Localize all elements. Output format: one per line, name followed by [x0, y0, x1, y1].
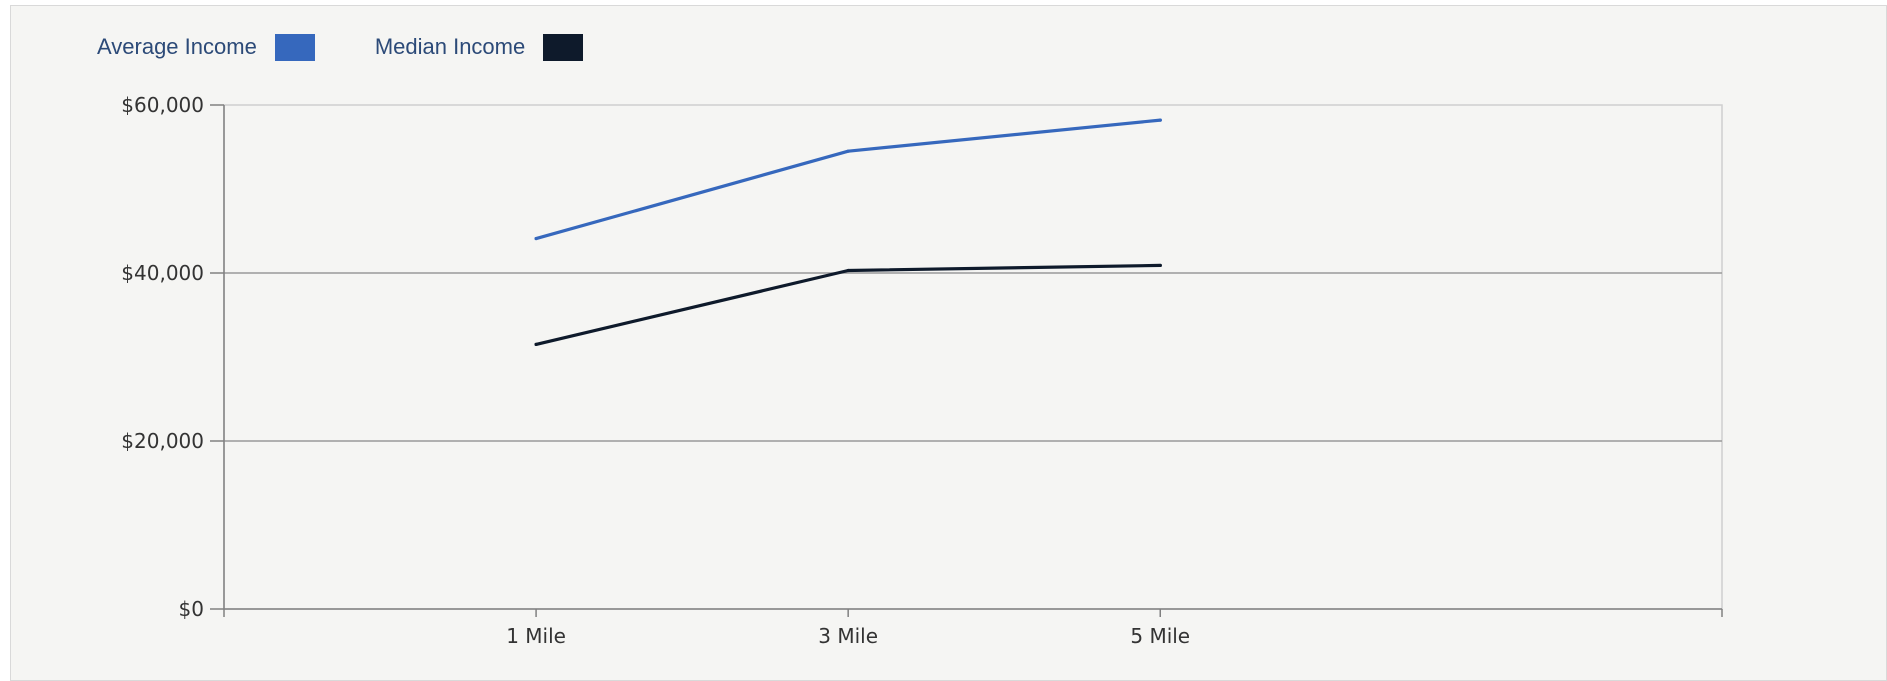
chart-panel [10, 5, 1887, 681]
legend-swatch-average-income [274, 33, 315, 61]
y-tick-label: $60,000 [121, 93, 204, 117]
y-tick-label: $20,000 [121, 429, 204, 453]
plot-frame [223, 104, 1723, 610]
chart-legend: Average Income Median Income [97, 32, 643, 62]
x-tick-label: 5 Mile [1130, 624, 1190, 648]
series-line-median-income [534, 263, 1162, 346]
data-point-average-income [846, 149, 850, 153]
legend-label-median-income: Median Income [374, 34, 526, 59]
data-point-average-income [1158, 118, 1162, 122]
legend-item-median-income[interactable]: Median Income [374, 33, 584, 61]
y-tick-label: $0 [179, 597, 204, 621]
data-point-median-income [846, 268, 850, 273]
data-point-median-income [1158, 263, 1162, 268]
series-line-average-income [534, 118, 1162, 241]
data-point-average-income [534, 236, 538, 241]
x-tick-label: 3 Mile [818, 624, 878, 648]
legend-item-average-income[interactable]: Average Income [97, 33, 315, 61]
data-point-median-income [534, 342, 538, 346]
legend-swatch-median-income [543, 33, 584, 61]
x-tick-label: 1 Mile [506, 624, 566, 648]
y-tick-label: $40,000 [121, 261, 204, 285]
legend-label-average-income: Average Income [97, 34, 257, 59]
